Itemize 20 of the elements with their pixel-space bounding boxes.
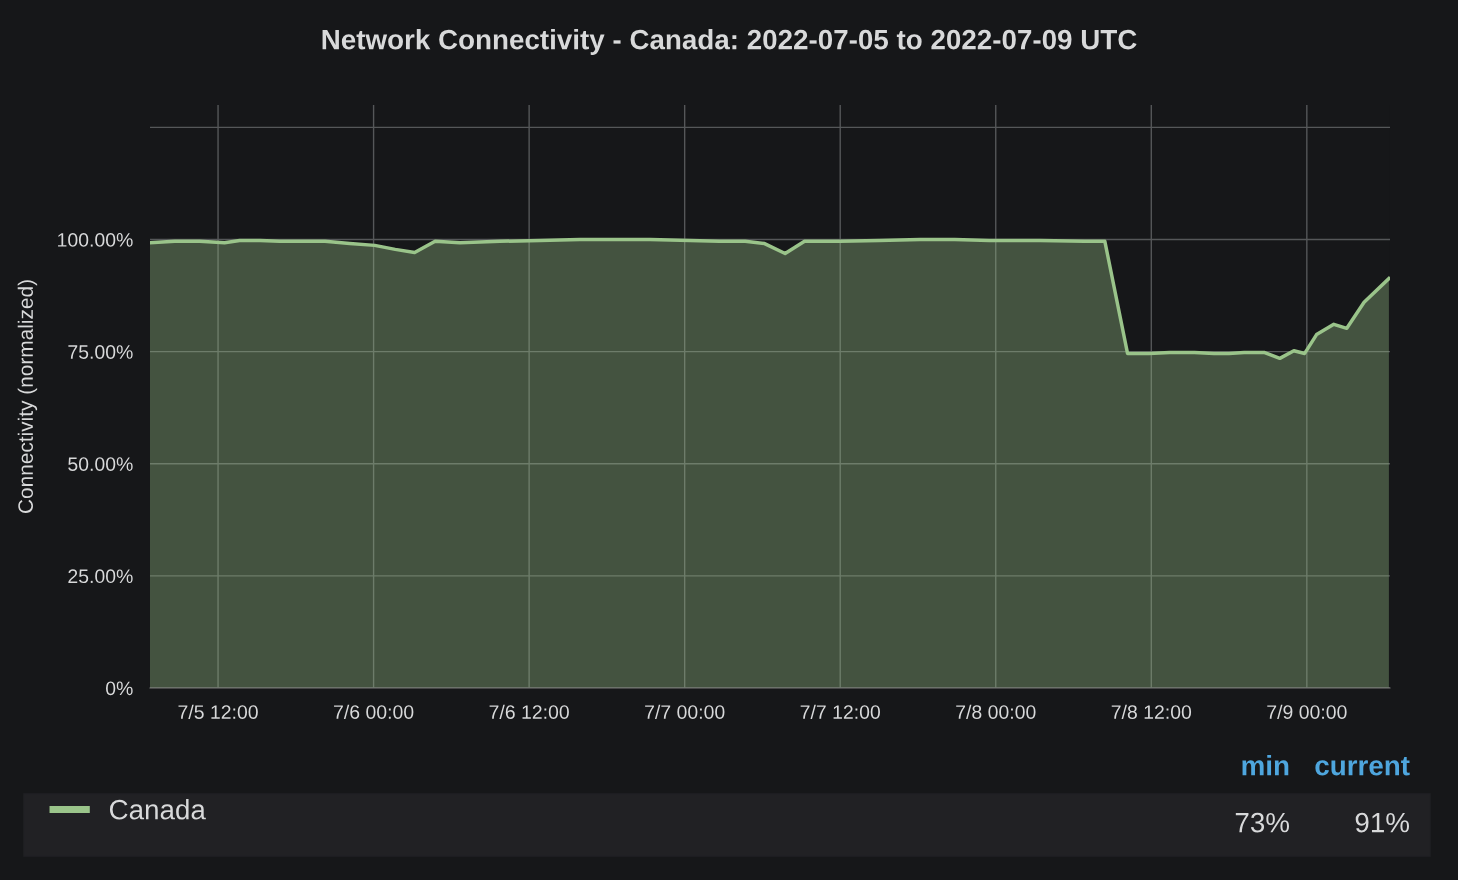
- text: current: [1315, 757, 1410, 776]
- text: 91%: [1355, 812, 1410, 833]
- chart-title: Network Connectivity - Canada: 2022-07-05 to 2022-07-09 UTC: [322, 29, 1137, 55]
- y-tick-label: 100.00%: [58, 233, 133, 247]
- x-tick-label: 7/7 12:00: [800, 704, 880, 719]
- y-tick-label: 25.00%: [68, 569, 133, 584]
- x-tick-label: 7/7 00:00: [645, 704, 725, 719]
- x-tick-label: 7/8 12:00: [1111, 704, 1192, 719]
- x-tick-label: 7/8 00:00: [956, 704, 1036, 719]
- x-tick-label: 7/9 00:00: [1267, 704, 1347, 719]
- y-tick-label: 50.00%: [68, 457, 133, 472]
- text: 73%: [1235, 812, 1290, 833]
- x-tick-label: 7/6 12:00: [489, 704, 569, 719]
- legend-label: Canada: [109, 799, 206, 820]
- x-tick-label: 7/6 00:00: [334, 704, 414, 719]
- y-axis-title: Connectivity (normalized): [17, 280, 38, 513]
- x-tick-label: 7/5 12:00: [178, 704, 258, 719]
- y-tick-label: 0%: [105, 681, 133, 696]
- y-tick-label: 75.00%: [68, 345, 133, 359]
- text: min: [1242, 755, 1289, 776]
